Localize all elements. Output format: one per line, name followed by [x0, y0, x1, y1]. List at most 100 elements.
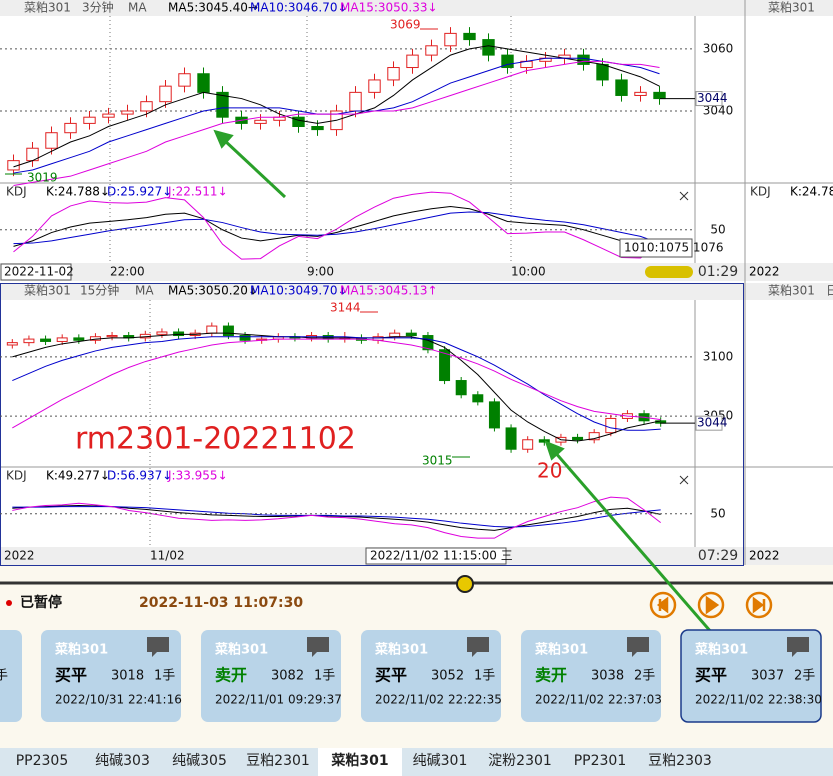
low-label: 3015	[422, 454, 453, 468]
tab[interactable]: 豆粕2301	[246, 753, 310, 769]
candle-body	[389, 332, 401, 338]
candle-body	[206, 325, 218, 334]
candle-body	[239, 335, 251, 341]
candle-body	[634, 91, 647, 96]
charts: 菜粕301 3分钟 MA MA5:3045.40→MA10:3046.70↓MA15:…	[0, 0, 745, 566]
candle-body	[572, 436, 584, 441]
clock: 01:29	[698, 264, 738, 280]
side-year: 2022	[749, 265, 780, 279]
kdj-label: D:56.937↓	[107, 469, 172, 483]
card-price: 3037	[751, 669, 784, 684]
annotation-title: rm2301-20221102	[75, 422, 356, 457]
tab[interactable]: 纯碱305	[172, 753, 227, 769]
card-symbol: 菜粕301	[534, 642, 588, 658]
y-tick-label: 3060	[703, 41, 734, 55]
candle-body	[488, 401, 500, 429]
close-icon[interactable]	[679, 191, 689, 201]
progress-knob[interactable]	[456, 575, 474, 593]
card-action: 买平	[55, 666, 87, 685]
trade-card[interactable]	[521, 630, 661, 722]
prev-button[interactable]	[649, 591, 677, 619]
time-axis	[0, 263, 745, 281]
card-icon	[147, 637, 169, 657]
side-axis	[745, 263, 833, 281]
candle-body	[121, 110, 134, 115]
progress-pill	[645, 266, 693, 278]
tooltip-box	[619, 238, 693, 258]
card-action: 买平	[695, 666, 727, 685]
time-label: 11/02	[150, 549, 185, 563]
annotation-count: 20	[537, 459, 562, 483]
close-icon[interactable]	[679, 475, 689, 485]
tab-active	[318, 748, 402, 776]
high-label: 3069	[390, 18, 421, 32]
kdj-line	[13, 211, 660, 245]
player-time: 2022-11-03 11:07:30	[139, 595, 303, 611]
tab[interactable]: 纯碱303	[95, 753, 150, 769]
side-symbol: 菜粕301	[768, 0, 815, 15]
side-extra: 日	[826, 284, 833, 298]
tab[interactable]: 豆粕2303	[648, 753, 712, 769]
trade-card[interactable]	[680, 629, 822, 723]
last-price-box	[695, 91, 723, 107]
trade-card[interactable]	[0, 630, 22, 722]
ma-label: MA10:3046.70↓	[250, 1, 348, 15]
status-dot	[6, 600, 12, 606]
side-symbol: 菜粕301	[768, 283, 815, 298]
candle-body	[83, 116, 96, 124]
card-symbol: 菜粕301	[54, 642, 108, 658]
candle-body	[292, 116, 305, 128]
ma-label: MA5:3050.20↓	[168, 284, 258, 298]
card-qty: 2手	[634, 669, 655, 684]
card-price: 3018	[111, 669, 144, 684]
arrow-head	[213, 129, 234, 149]
header-text: 菜粕301	[24, 283, 71, 298]
next-button[interactable]	[745, 591, 773, 619]
kdj-label: D:25.927↓	[107, 185, 172, 199]
candle-body	[102, 113, 115, 118]
ma-line	[13, 45, 660, 168]
kdj-line	[12, 496, 661, 539]
trade-card[interactable]	[361, 630, 501, 722]
card-symbol: 菜粕301	[374, 642, 428, 658]
card-time: 2022/11/02 22:37:03	[535, 693, 662, 707]
candle-body	[439, 349, 451, 382]
card-price: 3082	[271, 669, 304, 684]
y-tick-label: 3100	[703, 349, 734, 363]
prev-icon	[656, 596, 669, 614]
trade-card[interactable]	[201, 630, 341, 722]
card-symbol: 菜粕301	[694, 642, 748, 658]
play-button[interactable]	[697, 591, 725, 619]
candle-body	[387, 67, 400, 81]
candle-body	[159, 85, 172, 103]
candle-body	[577, 54, 590, 65]
candle-body	[505, 427, 517, 450]
side-panels: 菜粕301 KDJ K:24.78 2022 菜粕301 日 2022	[744, 0, 833, 565]
header-text: MA	[128, 1, 147, 15]
candle-body	[173, 331, 185, 337]
candle-body	[6, 342, 18, 346]
y-tick-label: 3040	[703, 103, 734, 117]
candle-body	[156, 331, 168, 335]
high-label: 3144	[330, 301, 361, 315]
card-time: 2022/11/02 22:22:35	[375, 693, 502, 707]
kdj-name: KDJ	[6, 185, 27, 199]
kdj-label: K:24.788↓	[46, 185, 110, 199]
y-tick-label: 50	[710, 506, 725, 520]
time-label: 22:00	[110, 265, 145, 279]
tabs: PP2305 纯碱303 纯碱305 豆粕2301 菜粕301 纯碱301 淀粉2301 PP…	[16, 748, 712, 776]
trade-card[interactable]	[41, 630, 181, 722]
header-text: MA	[135, 284, 154, 298]
card-icon	[627, 637, 649, 657]
tab[interactable]: PP2301	[574, 753, 627, 769]
kdj-line	[13, 206, 660, 247]
time-label: 2022	[4, 549, 35, 563]
tab[interactable]: 淀粉2301	[488, 753, 552, 769]
card-qty: 1手	[314, 669, 335, 684]
tab-active-label[interactable]: 菜粕301	[330, 752, 388, 769]
tab[interactable]: PP2305	[16, 753, 69, 769]
tab[interactable]: 纯碱301	[413, 753, 468, 769]
arrow-head	[544, 440, 565, 461]
candle-body	[311, 126, 324, 131]
